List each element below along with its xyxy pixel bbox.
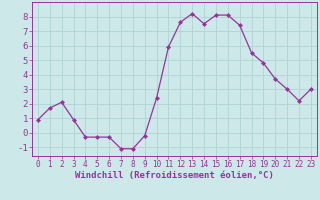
X-axis label: Windchill (Refroidissement éolien,°C): Windchill (Refroidissement éolien,°C): [75, 171, 274, 180]
